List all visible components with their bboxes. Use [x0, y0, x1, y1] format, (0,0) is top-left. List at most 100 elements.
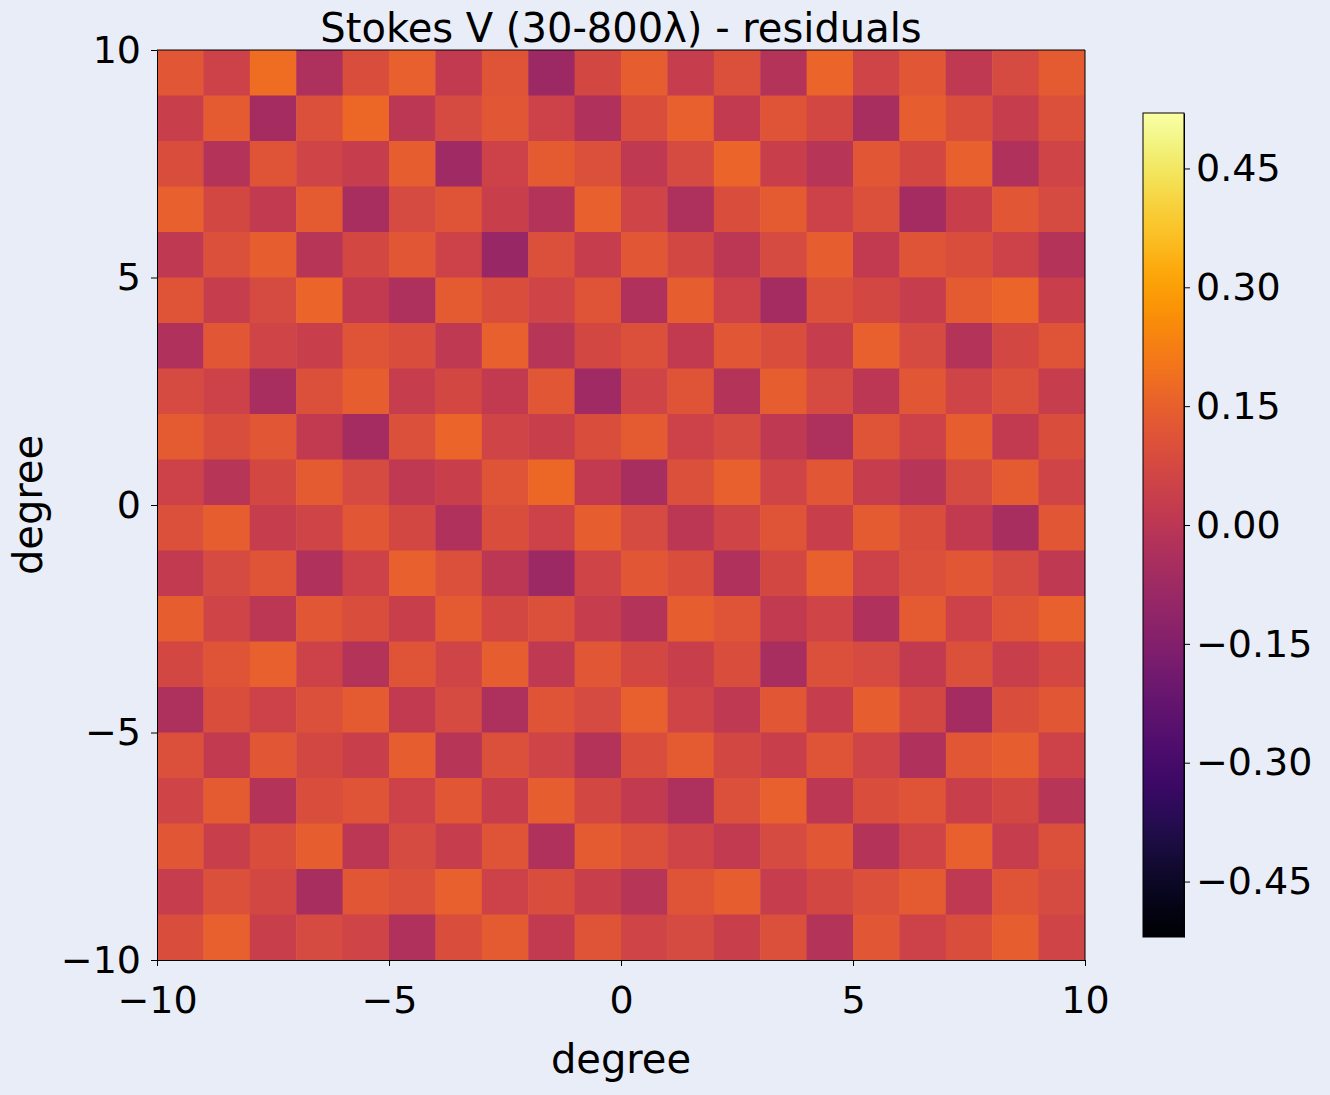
heatmap-cell: [296, 278, 343, 324]
heatmap-cell: [760, 369, 807, 415]
heatmap-cell: [853, 96, 900, 142]
heatmap-cell: [482, 869, 529, 915]
heatmap-cell: [1039, 96, 1085, 142]
heatmap-cell: [1039, 596, 1085, 642]
heatmap-cell: [1039, 414, 1085, 460]
heatmap-cell: [760, 96, 807, 142]
heatmap-cell: [482, 96, 529, 142]
heatmap-cell: [946, 278, 993, 324]
heatmap-cell: [992, 369, 1039, 415]
heatmap-cell: [714, 50, 761, 96]
heatmap-cell: [389, 915, 436, 961]
chart-title: Stokes V (30-800λ) - residuals: [320, 5, 921, 51]
heatmap-cell: [667, 141, 714, 187]
heatmap-cell: [250, 869, 297, 915]
colorbar-tick: −0.30: [1184, 740, 1312, 784]
heatmap-cell: [853, 824, 900, 870]
heatmap-cell: [760, 596, 807, 642]
heatmap-cell: [435, 915, 482, 961]
heatmap-cell: [528, 187, 575, 233]
tick-mark: [1184, 763, 1190, 764]
heatmap-cell: [575, 414, 622, 460]
heatmap-cell: [389, 50, 436, 96]
heatmap-cell: [853, 278, 900, 324]
colorbar-tick: −0.45: [1184, 859, 1312, 903]
heatmap-cell: [807, 414, 854, 460]
heatmap-cell: [343, 687, 390, 733]
heatmap-cell: [435, 141, 482, 187]
tick-mark: [157, 960, 158, 966]
tick-label: 0: [117, 483, 141, 527]
heatmap-cell: [667, 551, 714, 597]
heatmap-cell: [992, 96, 1039, 142]
heatmap-cell: [714, 778, 761, 824]
heatmap-cell: [667, 50, 714, 96]
heatmap-cell: [575, 96, 622, 142]
heatmap-cell: [992, 824, 1039, 870]
heatmap-cell: [296, 687, 343, 733]
heatmap-cell: [250, 141, 297, 187]
heatmap-cell: [714, 733, 761, 779]
tick-label: −0.30: [1196, 740, 1312, 784]
heatmap-cell: [807, 642, 854, 688]
heatmap-cell: [1039, 778, 1085, 824]
heatmap-cell: [157, 824, 204, 870]
heatmap-cell: [714, 824, 761, 870]
heatmap-cell: [1039, 505, 1085, 551]
heatmap-cell: [296, 369, 343, 415]
heatmap-cell: [157, 96, 204, 142]
heatmap-cell: [621, 778, 668, 824]
tick-label: −0.45: [1196, 859, 1312, 903]
heatmap-cell: [667, 824, 714, 870]
heatmap-cell: [343, 551, 390, 597]
heatmap-cell: [714, 232, 761, 278]
heatmap-cell: [575, 596, 622, 642]
heatmap-cell: [667, 369, 714, 415]
heatmap-cell: [528, 824, 575, 870]
heatmap-cell: [714, 642, 761, 688]
heatmap-cell: [946, 369, 993, 415]
heatmap-cell: [667, 778, 714, 824]
heatmap-cell: [203, 187, 250, 233]
heatmap-cell: [343, 96, 390, 142]
heatmap-cell: [853, 551, 900, 597]
heatmap-cell: [575, 642, 622, 688]
heatmap-cell: [528, 460, 575, 506]
heatmap-cell: [575, 824, 622, 870]
heatmap-cell: [343, 460, 390, 506]
heatmap-cell: [482, 323, 529, 369]
tick-label: 5: [841, 978, 865, 1022]
heatmap-cell: [992, 915, 1039, 961]
heatmap-cell: [157, 687, 204, 733]
heatmap-cell: [621, 733, 668, 779]
heatmap-cell: [992, 414, 1039, 460]
heatmap-cell: [992, 278, 1039, 324]
heatmap-cell: [899, 96, 946, 142]
heatmap-cell: [435, 460, 482, 506]
heatmap-cell: [946, 551, 993, 597]
heatmap-cell: [157, 733, 204, 779]
heatmap-cell: [946, 778, 993, 824]
heatmap-cell: [853, 232, 900, 278]
heatmap-cell: [389, 96, 436, 142]
heatmap-cell: [899, 915, 946, 961]
heatmap-cell: [528, 96, 575, 142]
heatmap-cell: [760, 869, 807, 915]
heatmap-cell: [157, 369, 204, 415]
heatmap-cell: [760, 687, 807, 733]
heatmap-cell: [899, 869, 946, 915]
heatmap-cell: [157, 778, 204, 824]
heatmap-cell: [946, 96, 993, 142]
heatmap-cell: [621, 869, 668, 915]
tick-label: −0.15: [1196, 622, 1312, 666]
heatmap-cell: [807, 596, 854, 642]
heatmap-cell: [621, 505, 668, 551]
heatmap-cell: [435, 824, 482, 870]
heatmap-cell: [482, 551, 529, 597]
colorbar-tick: 0.45: [1184, 146, 1281, 190]
heatmap-cell: [714, 915, 761, 961]
heatmap-cell: [296, 778, 343, 824]
heatmap-cell: [992, 232, 1039, 278]
heatmap-cell: [157, 642, 204, 688]
heatmap-cell: [482, 733, 529, 779]
